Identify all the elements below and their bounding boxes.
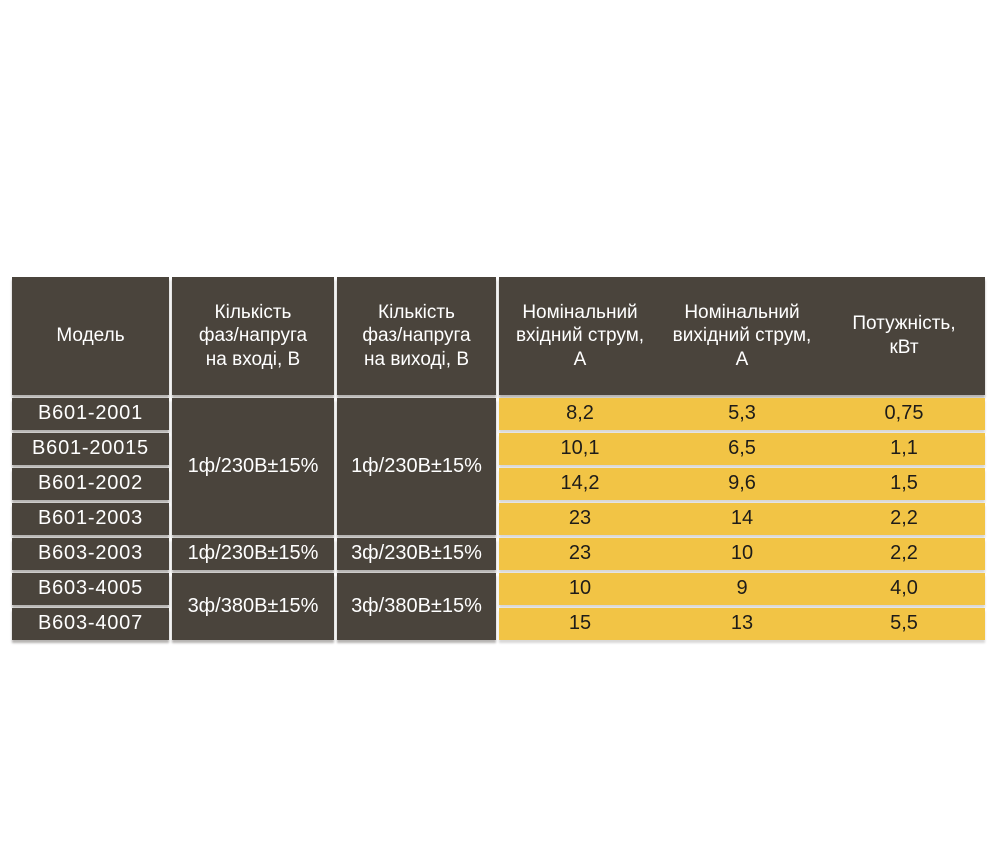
header-phases-input: Кількість фаз/напруга на вході, В <box>172 277 334 395</box>
values-cell: 8,2 5,3 0,75 <box>499 397 985 430</box>
output-current-value: 5,3 <box>728 402 756 425</box>
output-current-value: 10 <box>730 542 754 565</box>
model-cell: В601-2002 <box>12 467 169 500</box>
model-cell: В603-4007 <box>12 607 169 640</box>
header-power: Потужність, кВт <box>852 313 956 358</box>
output-current-value: 13 <box>730 612 754 635</box>
table-row: В603-4007 15 13 5,5 <box>12 607 985 640</box>
power-value: 4,0 <box>890 577 918 600</box>
power-value: 1,1 <box>890 437 918 460</box>
input-current-value: 10,1 <box>560 437 600 460</box>
input-current-value: 15 <box>568 612 592 635</box>
header-input-current: Номінальний вхідний струм, А <box>515 301 645 370</box>
table-row: В601-2003 23 14 2,2 <box>12 502 985 535</box>
header-phases-output: Кількість фаз/напруга на виході, В <box>337 277 496 395</box>
output-current-value: 9 <box>736 577 748 600</box>
model-cell: В603-2003 <box>12 537 169 570</box>
table-row: В603-2003 1ф/230В±15% 3ф/230В±15% 23 10 … <box>12 537 985 570</box>
power-value: 5,5 <box>890 612 918 635</box>
spec-table: Модель Кількість фаз/напруга на вході, В… <box>9 274 988 643</box>
values-cell: 23 14 2,2 <box>499 502 985 535</box>
power-value: 0,75 <box>884 402 924 425</box>
input-current-value: 8,2 <box>566 402 594 425</box>
input-voltage-cell: 1ф/230В±15% <box>172 537 334 570</box>
input-current-value: 14,2 <box>560 472 600 495</box>
table-row: В601-2001 1ф/230В±15% 1ф/230В±15% 8,2 5,… <box>12 397 985 535</box>
input-current-value: 10 <box>568 577 592 600</box>
output-voltage-cell: 1ф/230В±15% <box>337 397 496 535</box>
output-current-value: 9,6 <box>728 472 756 495</box>
header-output-current: Номінальний вихідний струм, А <box>672 301 812 370</box>
header-model: Модель <box>12 277 169 395</box>
power-value: 1,5 <box>890 472 918 495</box>
output-current-value: 6,5 <box>728 437 756 460</box>
model-cell: В601-2001 <box>12 397 169 430</box>
output-voltage-cell: 3ф/230В±15% <box>337 537 496 570</box>
model-cell: В601-20015 <box>12 432 169 465</box>
input-current-value: 23 <box>568 507 592 530</box>
header-currents-power-block: Номінальний вхідний струм, А Номінальний… <box>499 277 985 395</box>
model-cell: В603-4005 <box>12 572 169 605</box>
header-row: Модель Кількість фаз/напруга на вході, В… <box>12 277 985 395</box>
model-cell: В601-2003 <box>12 502 169 535</box>
values-cell: 14,2 9,6 1,5 <box>499 467 985 500</box>
values-cell: 23 10 2,2 <box>499 537 985 570</box>
table-row: В601-2002 14,2 9,6 1,5 <box>12 467 985 500</box>
values-cell: 10,1 6,5 1,1 <box>499 432 985 465</box>
values-cell: 10 9 4,0 <box>499 572 985 605</box>
output-voltage-cell: 3ф/380В±15% <box>337 572 496 640</box>
output-current-value: 14 <box>730 507 754 530</box>
table-row: В603-4005 3ф/380В±15% 3ф/380В±15% 10 9 4… <box>12 572 985 640</box>
power-value: 2,2 <box>890 507 918 530</box>
input-current-value: 23 <box>568 542 592 565</box>
values-cell: 15 13 5,5 <box>499 607 985 640</box>
input-voltage-cell: 1ф/230В±15% <box>172 397 334 535</box>
power-value: 2,2 <box>890 542 918 565</box>
input-voltage-cell: 3ф/380В±15% <box>172 572 334 640</box>
table-row: В601-20015 10,1 6,5 1,1 <box>12 432 985 465</box>
